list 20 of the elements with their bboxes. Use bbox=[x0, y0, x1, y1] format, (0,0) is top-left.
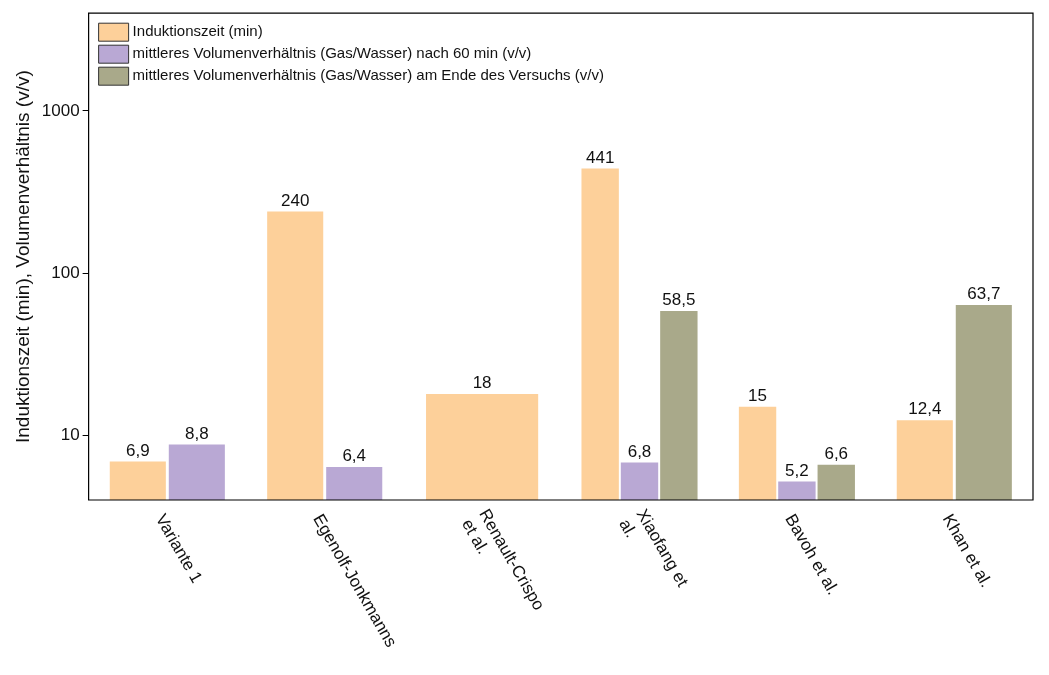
data-label: 8,8 bbox=[185, 423, 209, 443]
data-label: 6,4 bbox=[342, 446, 367, 466]
data-label: 441 bbox=[585, 147, 615, 167]
data-label: 6,6 bbox=[824, 443, 849, 463]
data-label: 12,4 bbox=[908, 399, 942, 419]
data-label: 63,7 bbox=[967, 284, 1001, 304]
data-label: 6,9 bbox=[125, 440, 150, 460]
data-label: 6,8 bbox=[627, 441, 652, 461]
y-tick-label: 1000 bbox=[41, 100, 80, 120]
legend-label: Induktionszeit (min) bbox=[132, 22, 263, 40]
y-tick-label: 10 bbox=[60, 425, 80, 445]
y-axis-title: Induktionszeit (min), Volumenverhältnis (v/v) bbox=[11, 70, 33, 443]
y-tick-label: 100 bbox=[51, 262, 80, 282]
data-label: 15 bbox=[748, 386, 768, 406]
data-label: 5,2 bbox=[785, 460, 809, 480]
data-label: 240 bbox=[281, 190, 310, 210]
data-label: 58,5 bbox=[662, 290, 696, 310]
data-label: 18 bbox=[472, 373, 492, 393]
legend-label: mittleres Volumenverhältnis (Gas/Wasser) am Ende des Versuchs (v/v) bbox=[132, 66, 604, 84]
legend-label: mittleres Volumenverhältnis (Gas/Wasser) nach 60 min (v/v) bbox=[132, 44, 532, 62]
